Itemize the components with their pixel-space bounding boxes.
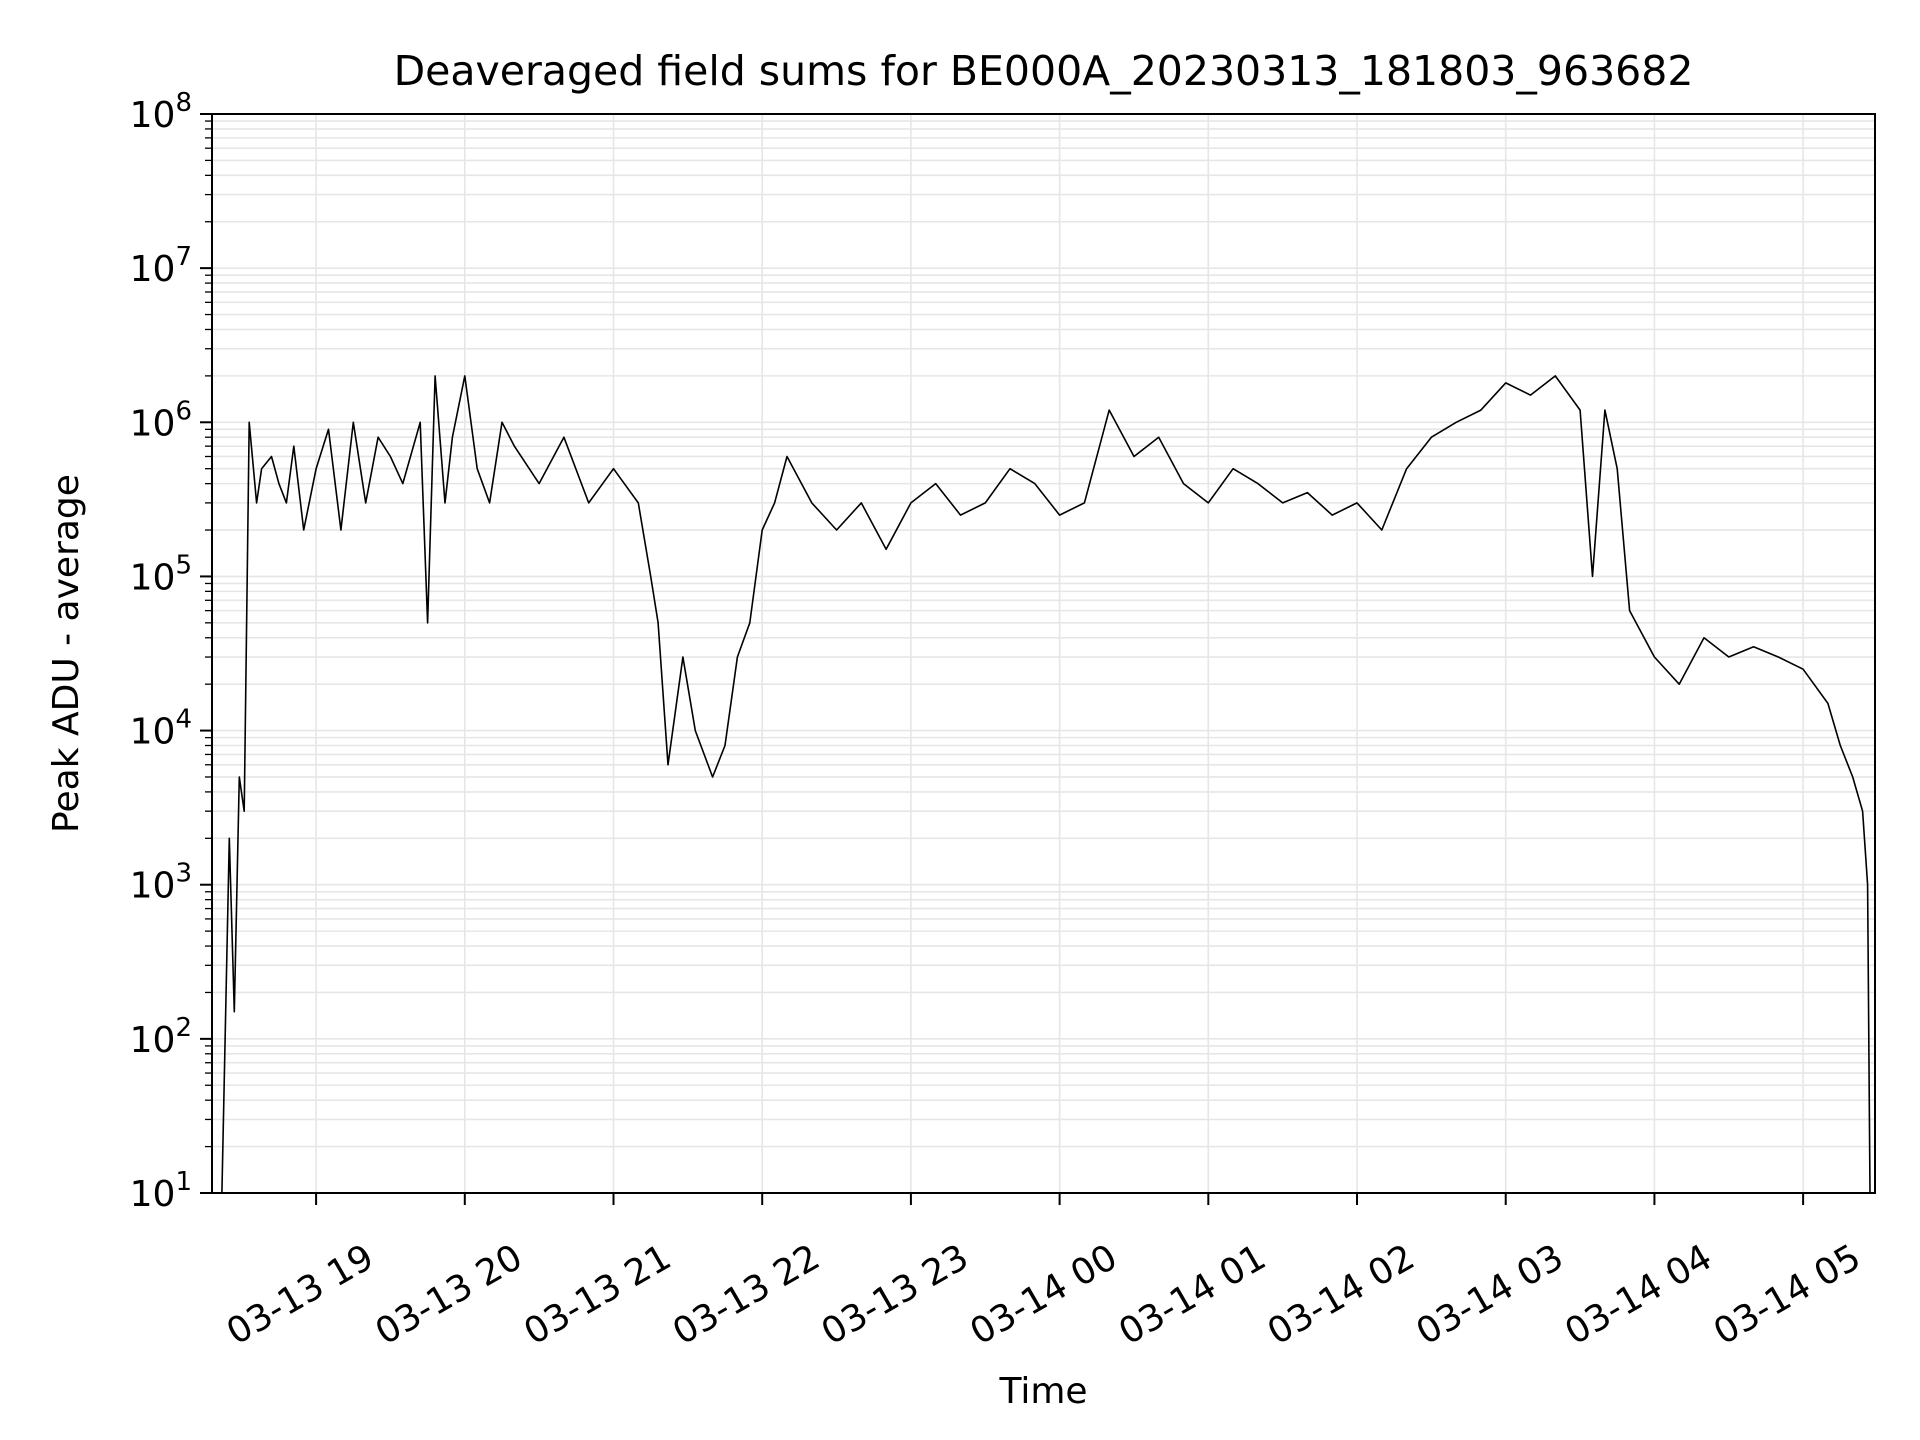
y-tick-exponent: 6 [175,396,192,426]
x-tick-label: 03-13 21 [517,1237,678,1353]
y-tick-base: 10 [130,866,176,907]
y-tick-label: 104 [130,705,192,753]
y-tick-base: 10 [130,1174,176,1215]
x-tick-label: 03-13 19 [220,1237,381,1353]
x-tick-label: 03-13 23 [815,1237,976,1353]
series-layer [221,375,1871,1194]
x-tick-label: 03-14 02 [1261,1237,1422,1353]
y-tick-exponent: 1 [175,1167,192,1197]
x-tick-label: 03-14 04 [1558,1237,1719,1353]
chart-title: Deaveraged field sums for BE000A_2023031… [394,47,1694,95]
y-tick-exponent: 8 [175,88,192,118]
y-tick-exponent: 5 [175,550,192,580]
grid-lines [212,113,1875,1194]
y-tick-label: 102 [130,1013,192,1061]
y-tick-label: 107 [130,242,192,290]
x-axis-label: Time [998,1371,1087,1412]
x-tick-label: 03-14 03 [1410,1237,1571,1353]
y-tick-base: 10 [130,557,176,598]
x-tick-label: 03-13 22 [666,1237,827,1353]
y-axis-label: Peak ADU - average [46,474,87,833]
y-tick-base: 10 [130,712,176,753]
y-tick-exponent: 3 [175,859,192,889]
y-tick-exponent: 2 [175,1013,192,1043]
y-tick-label: 105 [130,550,192,598]
y-tick-base: 10 [130,95,176,136]
y-tick-label: 101 [130,1167,192,1215]
y-tick-base: 10 [130,403,176,444]
y-tick-label: 103 [130,859,192,907]
y-tick-base: 10 [130,1020,176,1061]
x-tick-label: 03-14 05 [1707,1237,1868,1353]
y-tick-label: 108 [130,88,192,136]
x-tick-label: 03-13 20 [369,1237,530,1353]
y-tick-label: 106 [130,396,192,444]
x-tick-label: 03-14 01 [1112,1237,1273,1353]
y-tick-exponent: 7 [175,242,192,272]
y-tick-exponent: 4 [175,705,192,735]
plot-frame [211,113,1876,1194]
y-tick-base: 10 [130,249,176,290]
x-tick-label: 03-14 00 [964,1237,1125,1353]
series-line [221,375,1871,1194]
